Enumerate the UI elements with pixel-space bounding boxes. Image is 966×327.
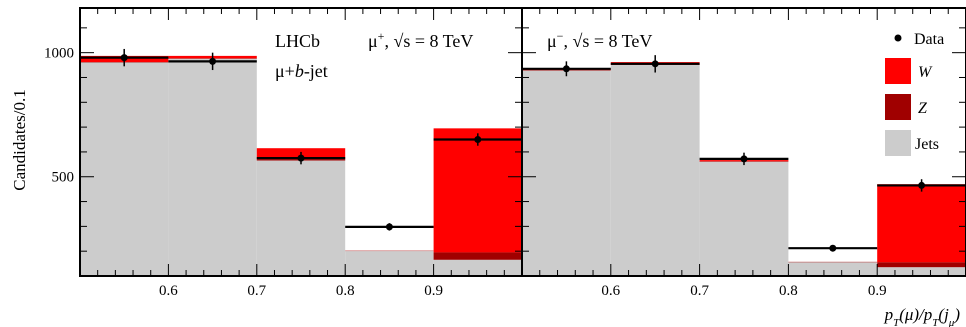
annotation-energy-right: μ−, √s = 8 TeV bbox=[547, 29, 652, 51]
w-bar bbox=[433, 128, 522, 253]
data-point bbox=[829, 244, 837, 252]
data-point bbox=[562, 65, 570, 73]
data-point bbox=[651, 60, 659, 68]
jets-bar bbox=[522, 70, 611, 277]
data-point bbox=[297, 154, 305, 162]
jets-bar bbox=[168, 58, 257, 277]
x-tick-label: 0.8 bbox=[779, 283, 798, 299]
data-point bbox=[385, 223, 393, 231]
z-bar bbox=[433, 252, 522, 260]
x-tick-label: 0.8 bbox=[336, 283, 355, 299]
y-tick-label: 1000 bbox=[44, 46, 74, 62]
x-tick-label: 0.9 bbox=[868, 283, 887, 299]
x-tick-label: 0.6 bbox=[159, 283, 178, 299]
x-tick-label: 0.7 bbox=[247, 283, 266, 299]
jets-bar bbox=[877, 267, 966, 276]
w-bar bbox=[877, 184, 966, 263]
jets-bar bbox=[788, 262, 878, 276]
jets-bar bbox=[80, 62, 169, 277]
y-tick-label: 500 bbox=[52, 170, 75, 186]
x-tick-label: 0.7 bbox=[690, 283, 709, 299]
x-tick-label: 0.6 bbox=[601, 283, 620, 299]
data-point bbox=[474, 136, 482, 144]
jets-bar bbox=[699, 161, 789, 276]
jets-bar bbox=[610, 65, 700, 277]
jets-bar bbox=[433, 259, 522, 276]
panel-right: 0.6 0.7 0.8 0.9 bbox=[521, 7, 966, 299]
x-tick-label: 0.9 bbox=[424, 283, 443, 299]
jets-bar bbox=[345, 251, 434, 276]
panels: 0.6 0.7 0.8 0.9 500 1000 0.6 0.7 0.8 0.9 LHCb μ+b-j… bbox=[44, 7, 966, 299]
panel-left: 0.6 0.7 0.8 0.9 500 1000 bbox=[44, 7, 523, 299]
legend-jets-label: Jets bbox=[915, 136, 939, 153]
legend-z-label: Z bbox=[918, 100, 928, 117]
panel-frame bbox=[521, 7, 966, 277]
legend-z-swatch bbox=[885, 94, 911, 120]
data-point bbox=[209, 57, 217, 65]
data-point bbox=[740, 155, 748, 163]
legend: Data W Z Jets bbox=[885, 31, 944, 156]
annotation-channel: μ+b-jet bbox=[275, 61, 328, 81]
legend-w-label: W bbox=[918, 64, 933, 81]
jets-bar bbox=[256, 160, 346, 276]
legend-data-label: Data bbox=[914, 31, 944, 48]
annotation-lhcb: LHCb bbox=[275, 31, 320, 51]
data-point bbox=[918, 181, 926, 189]
legend-w-swatch bbox=[885, 58, 911, 84]
x-axis-label: pT(μ)/pT(jμ) bbox=[884, 305, 961, 327]
y-axis-label: Candidates/0.1 bbox=[10, 89, 29, 191]
legend-data-marker bbox=[894, 34, 902, 42]
annotation-energy-left: μ+, √s = 8 TeV bbox=[368, 29, 473, 51]
data-point bbox=[120, 54, 128, 62]
z-bar bbox=[877, 262, 966, 268]
legend-jets-swatch bbox=[885, 130, 911, 156]
